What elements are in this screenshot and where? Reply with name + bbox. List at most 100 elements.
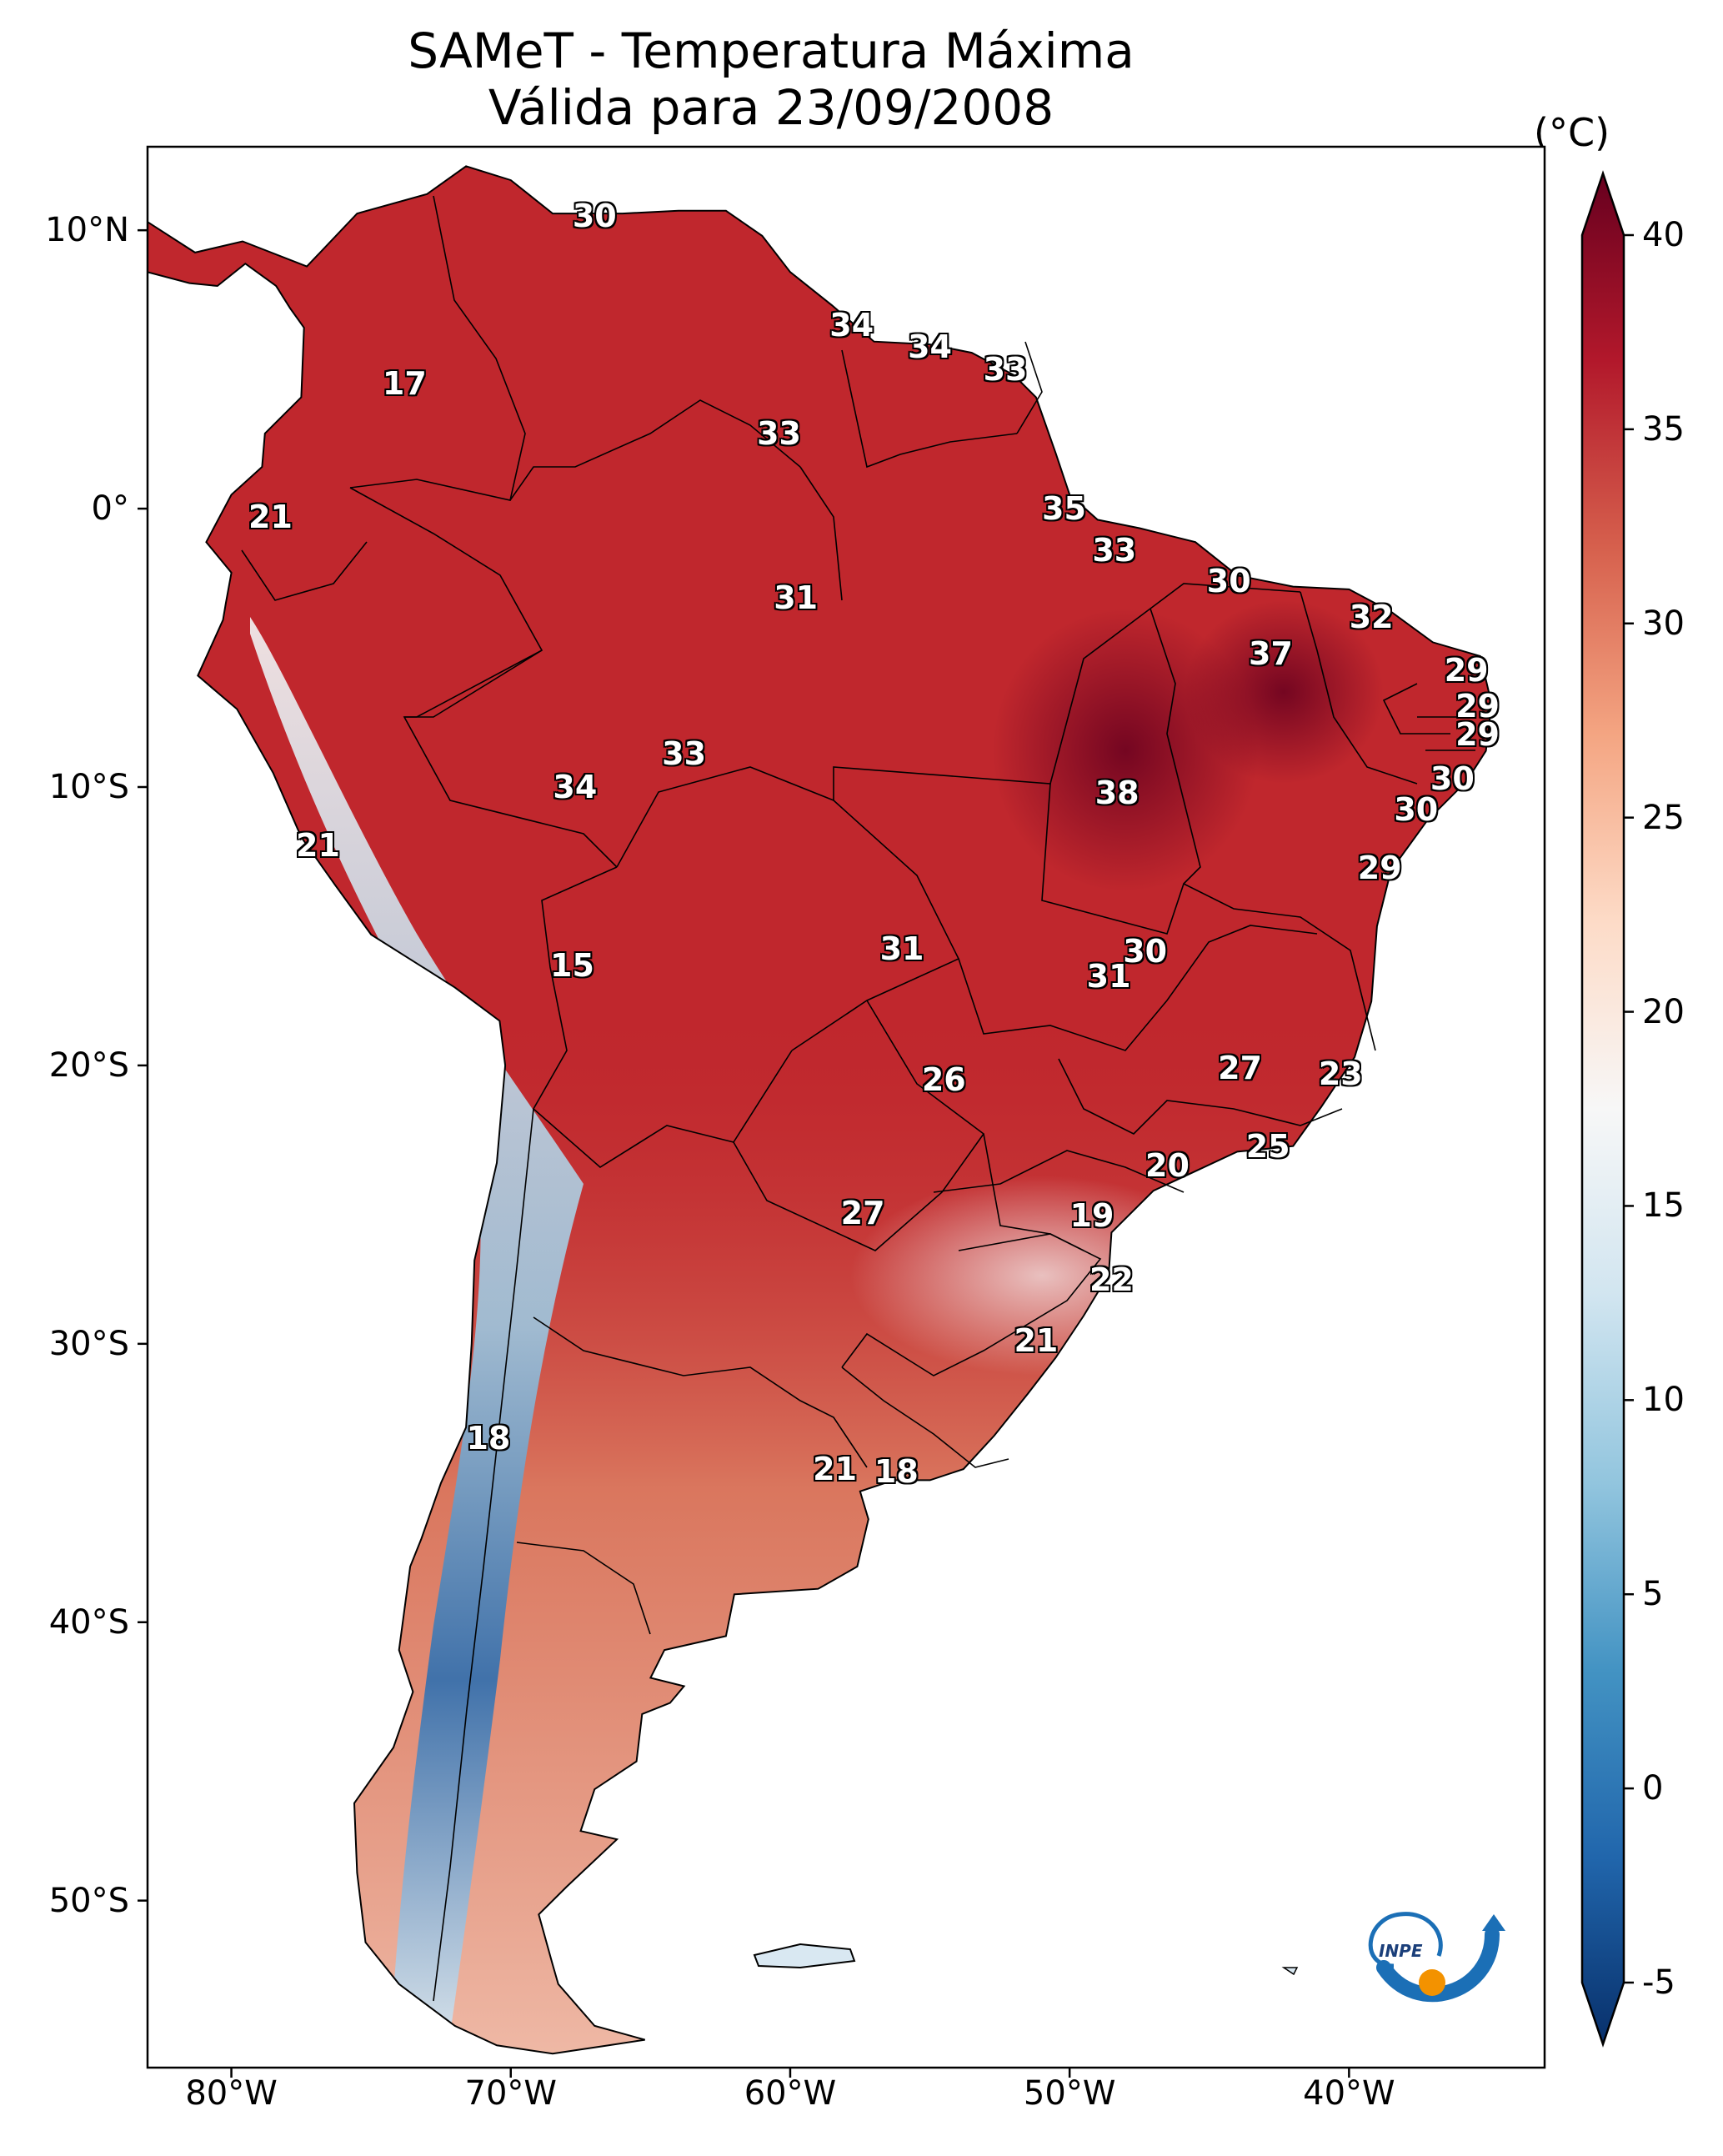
lon-label: 60°W (744, 2074, 837, 2113)
temperature-value-label: 23 (1318, 1055, 1363, 1092)
border-brazil-states-santa-catarina (958, 1233, 1084, 1251)
border-brazil-states-northeast (1300, 591, 1418, 785)
border-paraguay (733, 1000, 985, 1251)
lat-label: 40°S (48, 1602, 129, 1642)
map-subtitle-date: Válida para 23/09/2008 (488, 79, 1054, 136)
temperature-value-label: 21 (813, 1451, 858, 1488)
border-brazil-states-south (933, 1150, 1185, 1193)
border-brazil-states-north (833, 583, 1301, 800)
border-colombia-peru (349, 487, 543, 718)
temperature-value-label: 30 (572, 198, 617, 235)
lat-label: 10°N (45, 211, 129, 250)
temperature-value-label: 30 (1206, 562, 1251, 599)
inpe-logo-sun (1419, 1969, 1445, 1996)
inpe-logo-swoosh (1376, 1927, 1500, 2003)
border-brazil-states-coastal-ne (1382, 683, 1475, 751)
hot-spot-northeast (1184, 600, 1384, 784)
colorbar-tick-label: 40 (1642, 216, 1685, 254)
border-venezuela-brazil (509, 399, 801, 501)
border-peru-brazil (403, 649, 618, 868)
border-ecuador-peru (241, 541, 368, 601)
temperature-value-label: 18 (874, 1453, 919, 1491)
border-french-guiana (1016, 341, 1043, 434)
colorbar-tick-label: 30 (1642, 604, 1685, 643)
map-axes-frame (146, 145, 1546, 2069)
lon-label: 80°W (185, 2074, 278, 2113)
temperature-value-label: 35 (1042, 490, 1086, 528)
lat-label: 10°S (48, 768, 129, 806)
lon-label: 40°W (1303, 2074, 1395, 2113)
temperature-value-label: 29 (1444, 651, 1489, 689)
temperature-value-label: 34 (829, 306, 874, 343)
colorbar-ticks (1624, 233, 1634, 1984)
colorbar-tick-label: 25 (1642, 798, 1685, 837)
coastline (147, 165, 1493, 2055)
lon-label: 50°W (1023, 2074, 1116, 2113)
temperature-value-label: 19 (1069, 1197, 1114, 1235)
falkland-islands (753, 1943, 856, 1969)
border-colombia-venezuela (349, 195, 526, 501)
temperature-value-label: 15 (550, 946, 594, 984)
lon-label: 70°W (464, 2074, 557, 2113)
temperature-value-label: 33 (757, 414, 801, 452)
temperature-value-label: 31 (879, 930, 924, 967)
colorbar-tick-label: 5 (1642, 1575, 1664, 1614)
temperature-value-label: 22 (1089, 1261, 1134, 1299)
temperature-value-label: 17 (382, 364, 427, 402)
temperature-value-label: 30 (1394, 790, 1439, 828)
inpe-logo-text: INPE (1379, 1941, 1423, 1961)
temperature-value-label: 30 (1123, 933, 1168, 970)
map-title: SAMeT - Temperatura Máxima (408, 23, 1134, 79)
colorbar-tick-label: 10 (1642, 1381, 1685, 1420)
temperature-value-label: 33 (983, 351, 1028, 389)
temperature-value-label: 37 (1249, 634, 1293, 672)
colorbar-tick-label: 20 (1642, 992, 1685, 1031)
y-axis-ticks (138, 228, 148, 1902)
inpe-logo: INPE (1368, 1912, 1505, 2003)
temperature-value-label: 20 (1145, 1147, 1190, 1185)
temperature-value-label: 25 (1245, 1127, 1290, 1165)
inpe-logo-orbit (1368, 1912, 1443, 1968)
border-guyana-brazil (799, 466, 843, 601)
colorbar (1580, 170, 1634, 2048)
temperature-value-label: 21 (296, 827, 340, 865)
border-chile-argentina (433, 1108, 534, 2002)
temperature-value-label: 33 (1092, 532, 1137, 569)
border-bolivia-brazil (616, 766, 960, 1051)
border-argentina-brazil (841, 1133, 1102, 1376)
border-uruguay (841, 1366, 1009, 1468)
colorbar-tick-label: 0 (1642, 1769, 1664, 1808)
inpe-logo-arrow-icon (1482, 1914, 1505, 1931)
colorbar-tick-label: 15 (1642, 1186, 1685, 1226)
colorbar-tick-label: 35 (1642, 409, 1685, 449)
border-brazil-states-southeast (1058, 1058, 1343, 1135)
border-suriname (841, 349, 1018, 469)
country-borders (241, 195, 1475, 2002)
temperature-value-label: 27 (1218, 1050, 1263, 1087)
border-brazil-states-central (1041, 783, 1376, 1051)
colorbar-tick-label: -5 (1642, 1963, 1675, 2002)
temperature-value-label: 30 (1430, 760, 1475, 797)
temperature-value-label: 34 (553, 769, 598, 805)
temperature-value-label: 29 (1357, 849, 1402, 886)
lat-label: 20°S (48, 1045, 129, 1085)
colorbar-body (1580, 170, 1625, 2048)
border-brazil-states-center-west (958, 925, 1318, 1051)
andes-cold-band (250, 617, 584, 2034)
south-georgia-island (1281, 1967, 1299, 1976)
temperature-value-label: 21 (1014, 1322, 1059, 1360)
temperature-value-label: 29 (1455, 715, 1500, 753)
border-argentina-provinces-south (516, 1542, 651, 1635)
lat-label: 50°S (48, 1881, 129, 1920)
temperature-value-label: 26 (921, 1060, 966, 1098)
temperature-value-label: 29 (1455, 688, 1500, 725)
temperature-value-label: 38 (1094, 774, 1139, 811)
temperature-value-label: 33 (662, 735, 707, 772)
temperature-value-label: 32 (1349, 599, 1394, 636)
x-axis-ticks (230, 2068, 1350, 2078)
temperature-value-label: 31 (1086, 958, 1131, 995)
temperature-value-label: 31 (774, 579, 819, 616)
temperature-value-label: 21 (248, 499, 293, 536)
temperature-value-label: 34 (908, 328, 952, 366)
